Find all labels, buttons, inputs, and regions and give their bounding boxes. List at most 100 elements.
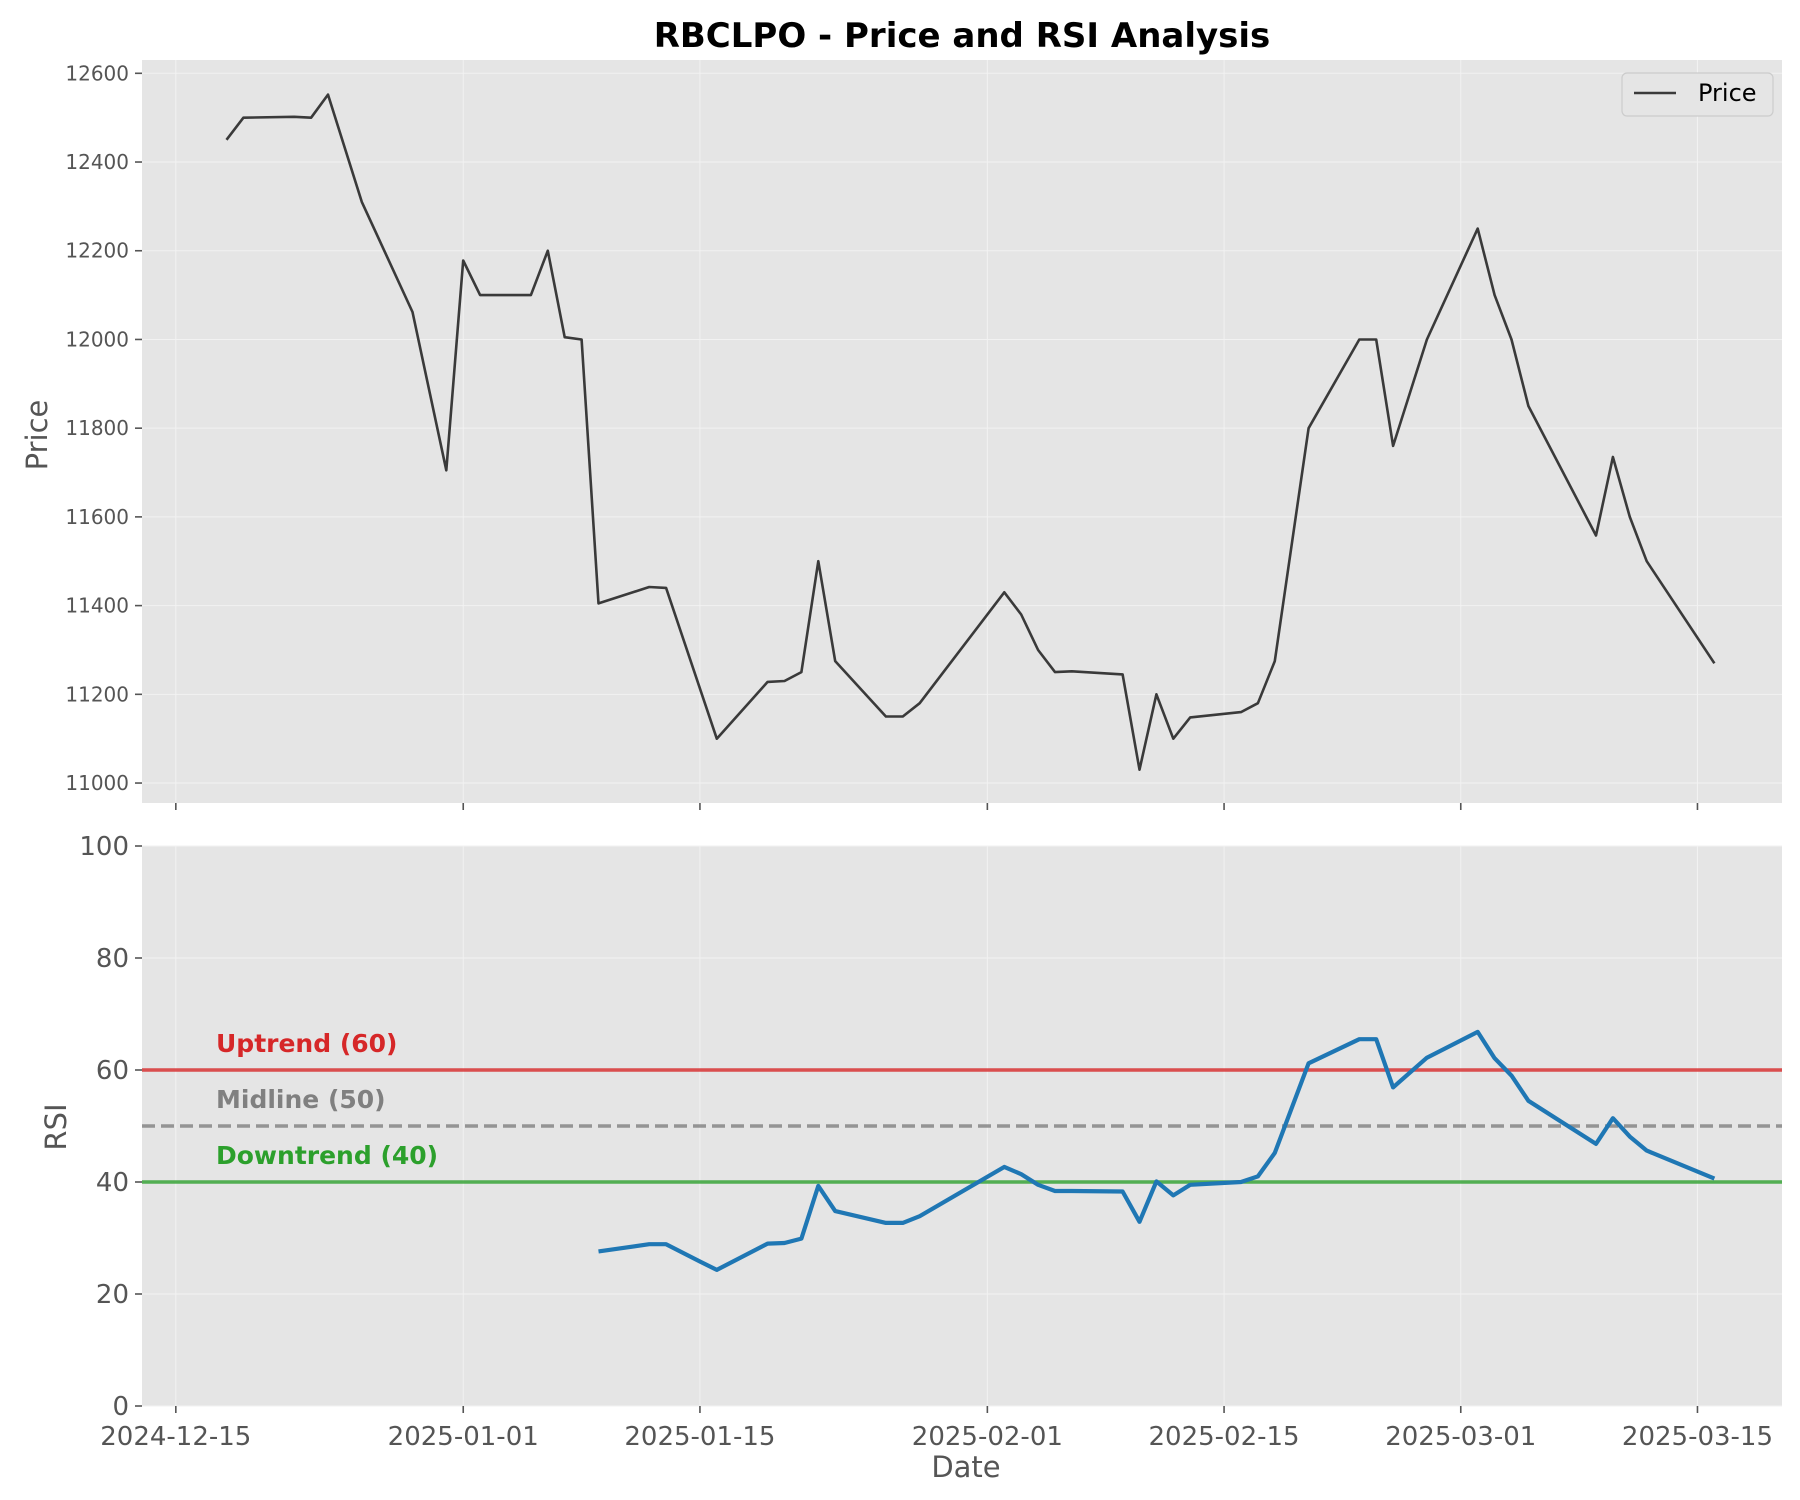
price-data-point	[1426, 338, 1428, 340]
price-data-point	[1020, 613, 1022, 615]
rsi-data-point	[783, 1242, 785, 1244]
price-data-point	[530, 294, 532, 296]
rsi-data-point	[1240, 1181, 1242, 1183]
price-data-point	[547, 250, 549, 252]
rsi-data-point	[1426, 1057, 1428, 1059]
price-data-point	[226, 139, 228, 141]
rsi-data-point	[1629, 1136, 1631, 1138]
y-tick-label: 11400	[65, 594, 129, 618]
y-tick-label: 80	[96, 944, 129, 974]
rsi-data-point	[885, 1222, 887, 1224]
y-tick-label: 11600	[65, 505, 129, 529]
y-tick-label: 11000	[65, 771, 129, 795]
rsi-data-point	[597, 1250, 599, 1252]
y-tick-label: 40	[96, 1168, 129, 1198]
rsi-data-point	[902, 1222, 904, 1224]
legend-price-label: Price	[1698, 79, 1757, 107]
rsi-data-point	[1612, 1117, 1614, 1119]
price-data-point	[1308, 427, 1310, 429]
rsi-data-point	[1122, 1191, 1124, 1193]
y-tick-label: 12400	[65, 150, 129, 174]
chart-title: RBCLPO - Price and RSI Analysis	[654, 16, 1271, 56]
price-y-ticks: 11000 11200 11400 11600 11800 12000 12200 12400…	[65, 61, 142, 795]
rsi-data-point	[699, 1261, 701, 1263]
price-data-point	[1054, 671, 1056, 673]
price-data-point	[919, 702, 921, 704]
y-tick-label: 12600	[65, 61, 129, 85]
rsi-y-ticks: 0 20 40 60 80 100	[79, 832, 142, 1422]
price-data-point	[1612, 456, 1614, 458]
price-data-point	[310, 117, 312, 119]
price-data-point	[1155, 693, 1157, 695]
price-data-point	[361, 201, 363, 203]
price-data-point	[1713, 662, 1715, 664]
rsi-data-point	[919, 1215, 921, 1217]
price-data-point	[902, 716, 904, 718]
rsi-series-line	[598, 1029, 1716, 1272]
rsi-data-point	[1392, 1086, 1394, 1088]
rsi-data-point	[1189, 1184, 1191, 1186]
x-tick-label: 2025-03-01	[1385, 1422, 1536, 1452]
price-data-point	[581, 338, 583, 340]
y-tick-label: 12000	[65, 327, 129, 351]
price-data-point	[1595, 535, 1597, 537]
price-x-ticks	[175, 803, 1699, 810]
x-tick-label: 2025-01-01	[388, 1422, 539, 1452]
y-tick-label: 100	[79, 832, 129, 862]
price-data-point	[479, 294, 481, 296]
price-data-point	[1274, 660, 1276, 662]
rsi-panel: 0 20 40 60 80 100 2024-12-15 2025-01-01 2025-01…	[39, 832, 1782, 1452]
price-data-point	[834, 660, 836, 662]
rsi-data-point	[716, 1269, 718, 1271]
price-data-point	[885, 716, 887, 718]
rsi-data-point	[1477, 1031, 1479, 1033]
price-data-point	[800, 671, 802, 673]
price-data-point	[1392, 445, 1394, 447]
rsi-data-point	[817, 1185, 819, 1187]
price-data-point	[327, 94, 329, 96]
price-panel: 11000 11200 11400 11600 11800 12000 12200 12400…	[20, 60, 1782, 810]
x-tick-label: 2025-01-15	[624, 1422, 775, 1452]
price-data-point	[1629, 516, 1631, 518]
rsi-data-point	[1646, 1150, 1648, 1152]
y-tick-label: 60	[96, 1056, 129, 1086]
rsi-data-point	[1020, 1173, 1022, 1175]
rsi-data-point	[1037, 1184, 1039, 1186]
price-data-point	[648, 586, 650, 588]
downtrend-label: Downtrend (40)	[216, 1141, 438, 1170]
rsi-data-point	[648, 1243, 650, 1245]
midline-label: Midline (50)	[216, 1085, 386, 1114]
rsi-x-ticks: 2024-12-15 2025-01-01 2025-01-15 2025-02-01…	[100, 1406, 1773, 1452]
rsi-data-point	[1257, 1175, 1259, 1177]
price-data-point	[1510, 338, 1512, 340]
price-data-point	[293, 116, 295, 118]
price-data-point	[445, 469, 447, 471]
price-data-point	[1646, 560, 1648, 562]
price-data-point	[1358, 338, 1360, 340]
rsi-data-point	[1172, 1194, 1174, 1196]
rsi-data-point	[1003, 1166, 1005, 1168]
price-data-point	[1189, 716, 1191, 718]
price-data-point	[1257, 702, 1259, 704]
y-tick-label: 11200	[65, 682, 129, 706]
price-data-point	[1003, 591, 1005, 593]
price-gridlines	[142, 60, 1782, 803]
price-data-point	[767, 681, 769, 683]
price-data-point	[412, 311, 414, 313]
price-series-line	[225, 93, 1716, 771]
rsi-data-point	[1308, 1062, 1310, 1064]
price-data-point	[1071, 670, 1073, 672]
price-data-point	[597, 602, 599, 604]
price-data-point	[716, 738, 718, 740]
price-data-point	[1477, 228, 1479, 230]
price-data-point	[242, 117, 244, 119]
y-tick-label: 11800	[65, 416, 129, 440]
rsi-data-point	[1358, 1038, 1360, 1040]
price-data-point	[1172, 738, 1174, 740]
price-y-axis-label: Price	[20, 400, 54, 471]
y-tick-label: 0	[112, 1392, 129, 1422]
rsi-data-point	[1527, 1100, 1529, 1102]
rsi-data-point	[1155, 1180, 1157, 1182]
price-legend: Price	[1621, 72, 1774, 117]
x-tick-label: 2024-12-15	[100, 1422, 251, 1452]
